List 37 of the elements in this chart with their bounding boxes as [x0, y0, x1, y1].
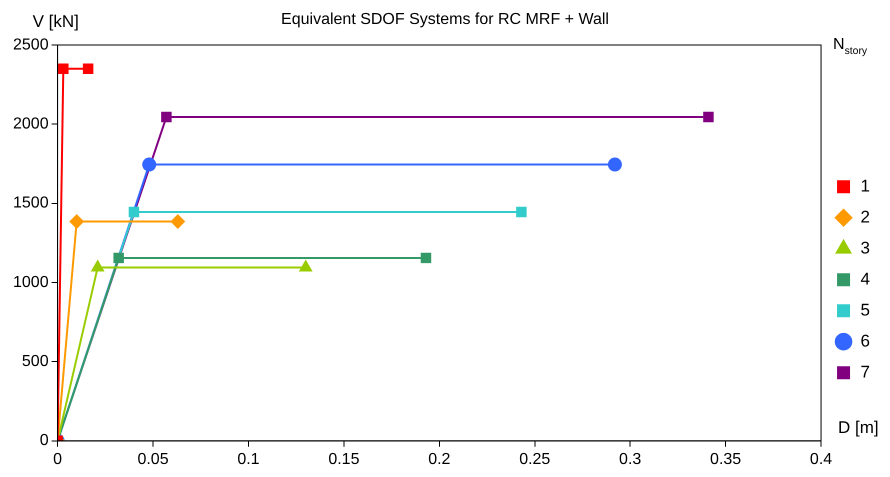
point [58, 64, 69, 74]
point [82, 64, 94, 74]
y-tick-label: 0 [40, 432, 49, 450]
y-tick-label: 2500 [13, 36, 49, 54]
legend-label: 4 [860, 269, 870, 288]
point [516, 206, 527, 218]
x-tick-label: 0.35 [710, 450, 742, 468]
legend-label: 7 [860, 362, 870, 382]
point [70, 214, 84, 229]
x-axis-title: D [m] [838, 418, 879, 437]
y-tick-label: 1000 [13, 274, 49, 291]
point [142, 158, 156, 172]
y-axis-title: V [kN] [32, 12, 79, 31]
point [161, 112, 172, 122]
y-tick-label: 2000 [13, 116, 49, 133]
x-tick-label: 0 [53, 450, 62, 468]
x-tick-label: 0.1 [237, 450, 260, 468]
y-tick-label: 1500 [13, 194, 49, 212]
x-tick-label: 0.05 [137, 450, 169, 468]
y-tick-label: 500 [22, 353, 49, 370]
legend-label: 2 [860, 207, 870, 226]
chart-title: Equivalent SDOF Systems for RC MRF + Wall [281, 11, 609, 28]
x-tick-label: 0.3 [619, 450, 642, 468]
legend-label: 5 [860, 300, 870, 320]
point [113, 252, 124, 264]
x-tick-label: 0.15 [328, 450, 360, 468]
point [128, 206, 140, 218]
point [170, 214, 185, 229]
x-tick-label: 0.4 [810, 450, 832, 468]
point [703, 112, 714, 122]
point [608, 158, 622, 172]
legend-label: 1 [860, 176, 870, 196]
x-tick-label: 0.2 [428, 450, 451, 468]
legend-label: 3 [860, 238, 870, 258]
x-tick-label: 0.25 [519, 450, 550, 468]
legend-label: 6 [860, 331, 870, 350]
point [420, 252, 432, 264]
